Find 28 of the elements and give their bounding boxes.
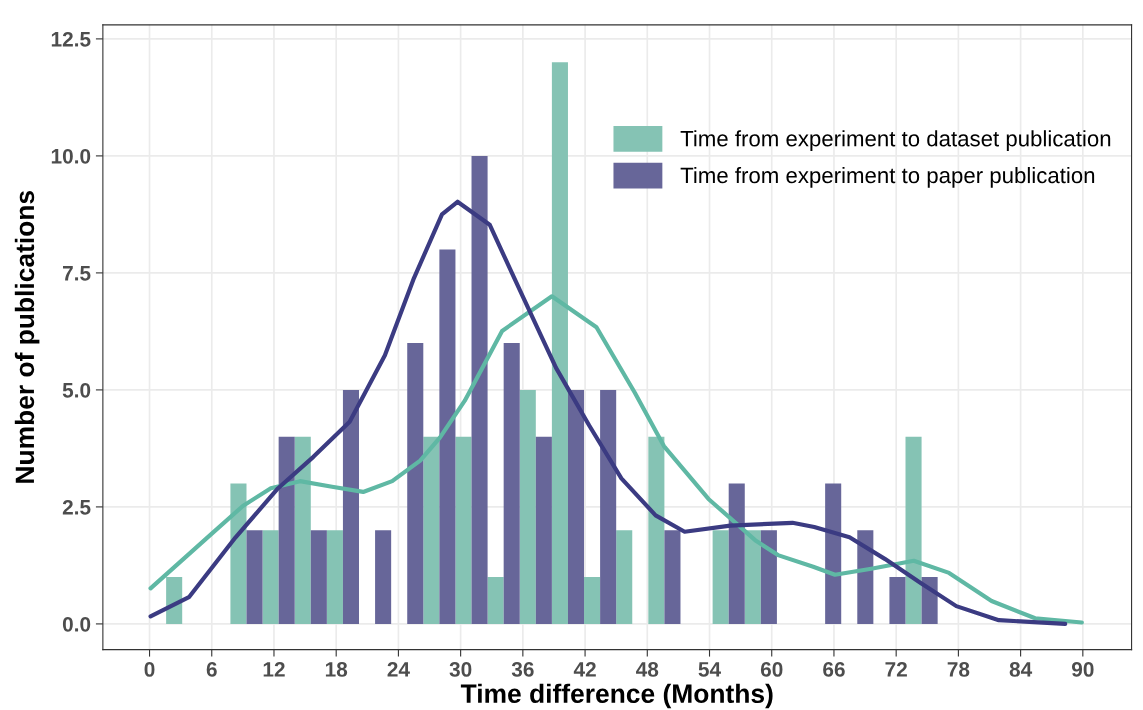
x-tick-label: 78 <box>947 662 970 677</box>
x-tick-label: 36 <box>511 662 534 677</box>
legend-label: Time from experiment to dataset publication <box>680 130 1111 151</box>
y-tick-label: 7.5 <box>63 266 91 281</box>
x-tick-label: 90 <box>1071 662 1094 677</box>
x-tick-label: 66 <box>823 662 845 677</box>
y-tick-label: 10.0 <box>51 148 91 164</box>
x-tick-label: 54 <box>698 662 721 677</box>
x-tick-label: 60 <box>760 662 783 677</box>
line-series <box>148 294 1084 625</box>
y-axis-title: Number of publications <box>14 190 40 483</box>
x-tick-label: 72 <box>885 662 907 677</box>
x-tick-label: 18 <box>325 662 348 677</box>
x-tick-label: 84 <box>1009 662 1033 677</box>
y-tick-label: 5.0 <box>62 382 91 398</box>
y-tick-label: 2.5 <box>62 499 91 515</box>
x-tick-label: 24 <box>387 662 410 677</box>
x-axis-title: Time difference (Months) <box>460 683 773 709</box>
x-tick-label: 6 <box>206 662 217 677</box>
x-tick-label: 48 <box>636 662 659 677</box>
y-tick-label: 0.0 <box>62 616 91 632</box>
x-tick-label: 42 <box>573 662 596 677</box>
y-tick-label: 12.5 <box>51 31 91 47</box>
x-tick-label: 12 <box>263 662 285 677</box>
legend-label: Time from experiment to paper publication <box>680 166 1095 188</box>
line-series <box>148 199 1068 626</box>
x-tick-label: 30 <box>449 662 472 677</box>
x-tick-label: 0 <box>144 662 155 677</box>
